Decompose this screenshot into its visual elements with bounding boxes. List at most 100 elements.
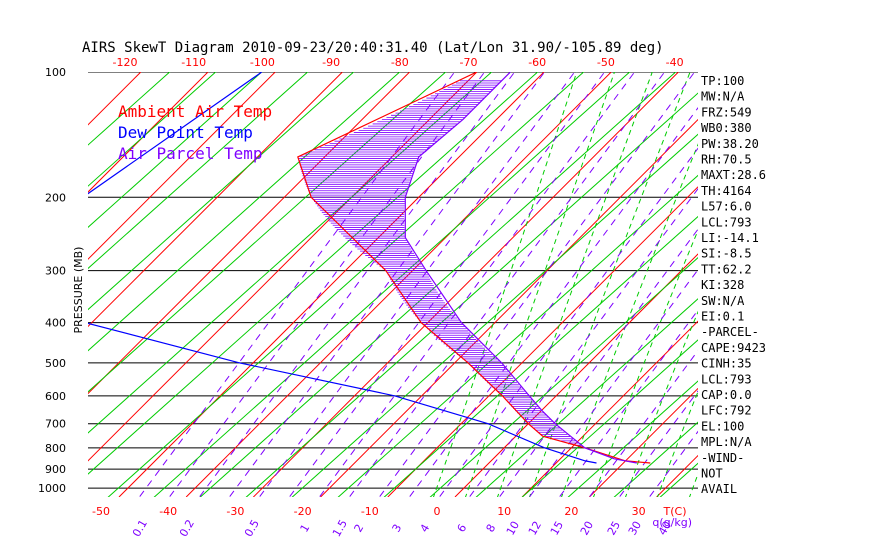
mixing-ratio-line: [558, 309, 698, 497]
dry-adiabat-line: [659, 462, 698, 497]
bottom-temp-tick-label: 0: [434, 505, 441, 518]
mixing-ratio-line: [288, 72, 606, 497]
isotherm-line: [0, 72, 6, 497]
legend-dewpoint: Dew Point Temp: [118, 123, 253, 142]
isotherm-line: [791, 72, 870, 497]
dry-adiabat-line: [88, 72, 171, 146]
mixing-ratio-tick-label: 4: [418, 522, 433, 535]
dry-adiabat-line: [88, 72, 493, 434]
mixing-ratio-line: [438, 147, 698, 497]
mixing-ratio-tick-label: 12: [526, 519, 544, 538]
mixing-ratio-line: [228, 72, 546, 497]
bottom-temp-tick-label: -20: [294, 505, 312, 518]
mixing-ratio-tick-label: 40: [656, 519, 674, 538]
top-temp-tick-label: -40: [666, 56, 684, 69]
dry-adiabat-line: [107, 72, 585, 497]
mixing-ratio-tick-label: 1: [298, 522, 313, 535]
mixing-ratio-line: [588, 349, 698, 497]
temp-unit-label: T(C): [663, 505, 687, 518]
index-entry: LI:-14.1: [701, 231, 759, 245]
mixing-ratio-line: [258, 72, 576, 497]
index-entry: RH:70.5: [701, 153, 752, 167]
bottom-temp-tick-label: -50: [92, 505, 110, 518]
pressure-tick-label: 200: [45, 191, 66, 204]
index-entry: NOT: [701, 467, 723, 481]
parcel-temp-line: [404, 72, 637, 464]
dewpoint-line: [88, 72, 597, 464]
plot-area: [0, 52, 870, 517]
dry-adiabat-line: [429, 257, 698, 497]
dry-adiabat-line: [822, 52, 870, 517]
top-temp-tick-label: -120: [113, 56, 138, 69]
bottom-temp-tick-label: -10: [361, 505, 379, 518]
dry-adiabat-line: [337, 174, 698, 497]
dry-adiabat-line: [88, 72, 447, 393]
index-entry: LFC:792: [701, 404, 752, 418]
top-temp-tick-label: -70: [460, 56, 478, 69]
dry-adiabat-line: [291, 133, 698, 497]
mixing-ratio-line: [138, 72, 456, 497]
mixing-ratio-tick-label: 25: [605, 519, 623, 538]
mixing-ratio-line: [348, 72, 666, 497]
index-entry: MW:N/A: [701, 90, 745, 104]
index-entry: -WIND-: [701, 451, 744, 465]
top-temp-tick-label: -50: [597, 56, 615, 69]
mixing-ratio-line: [168, 72, 486, 497]
isotherm-line: [858, 72, 870, 497]
pressure-tick-label: 600: [45, 390, 66, 403]
legend-ambient: Ambient Air Temp: [118, 102, 272, 121]
isotherm-lines: [0, 72, 870, 497]
chart-title: AIRS SkewT Diagram 2010-09-23/20:40:31.4…: [82, 40, 664, 56]
dry-adiabat-line: [88, 72, 263, 228]
legend-parcel: Air Parcel Temp: [118, 144, 263, 163]
top-temp-tick-label: -80: [391, 56, 409, 69]
pressure-tick-label: 800: [45, 442, 66, 455]
pressure-tick-label: 700: [45, 418, 66, 431]
bottom-temp-tick-label: -40: [159, 505, 177, 518]
isotherm-line: [521, 320, 698, 497]
index-entry: SI:-8.5: [701, 247, 752, 261]
dry-adiabat-line: [776, 52, 870, 517]
mixing-ratio-tick-label: 20: [578, 519, 596, 538]
index-entry: FRZ:549: [701, 105, 752, 119]
index-entry: AVAIL: [701, 482, 737, 496]
index-entry: PW:38.20: [701, 137, 759, 151]
top-temp-tick-label: -110: [181, 56, 206, 69]
isotherm-line: [320, 118, 698, 497]
isotherm-line: [589, 387, 698, 497]
pressure-tick-label: 400: [45, 317, 66, 330]
mixing-ratio-lines: [138, 72, 698, 497]
cape-hatching: [298, 80, 585, 448]
dry-adiabat-line: [245, 92, 698, 497]
index-entry: -PARCEL-: [701, 325, 759, 339]
dry-adiabat-line: [521, 339, 698, 497]
isotherm-line: [656, 454, 698, 497]
mixing-ratio-tick-label: 1.5: [330, 517, 350, 539]
top-temp-tick-label: -90: [322, 56, 340, 69]
isotherm-line: [253, 72, 679, 497]
index-entry: SW:N/A: [701, 294, 745, 308]
dry-adiabat-line: [88, 72, 539, 475]
index-entry: TP:100: [701, 74, 744, 88]
index-entry: EI:0.1: [701, 310, 744, 324]
index-entry: CAP:0.0: [701, 388, 752, 402]
moist-adiabat-line: [529, 72, 691, 497]
mixing-ratio-tick-label: 8: [484, 522, 499, 535]
moist-adiabat-lines: [432, 72, 698, 497]
moist-adiabat-line: [497, 72, 653, 497]
dry-adiabat-line: [88, 72, 355, 311]
index-entry: LCL:793: [701, 215, 752, 229]
moist-adiabat-line: [593, 229, 698, 497]
index-entry: CINH:35: [701, 357, 752, 371]
isotherm-line: [118, 72, 545, 497]
pressure-tick-label: 100: [45, 66, 66, 79]
top-temp-tick-label: -100: [250, 56, 275, 69]
mixing-ratio-tick-label: 2: [352, 522, 367, 535]
top-temp-tick-label: -60: [528, 56, 546, 69]
mixing-ratio-line: [498, 228, 698, 497]
mixing-ratio-tick-label: 3: [390, 522, 405, 535]
index-entry: CAPE:9423: [701, 341, 766, 355]
bottom-temp-tick-label: 20: [564, 505, 578, 518]
isotherm-line: [88, 72, 276, 260]
